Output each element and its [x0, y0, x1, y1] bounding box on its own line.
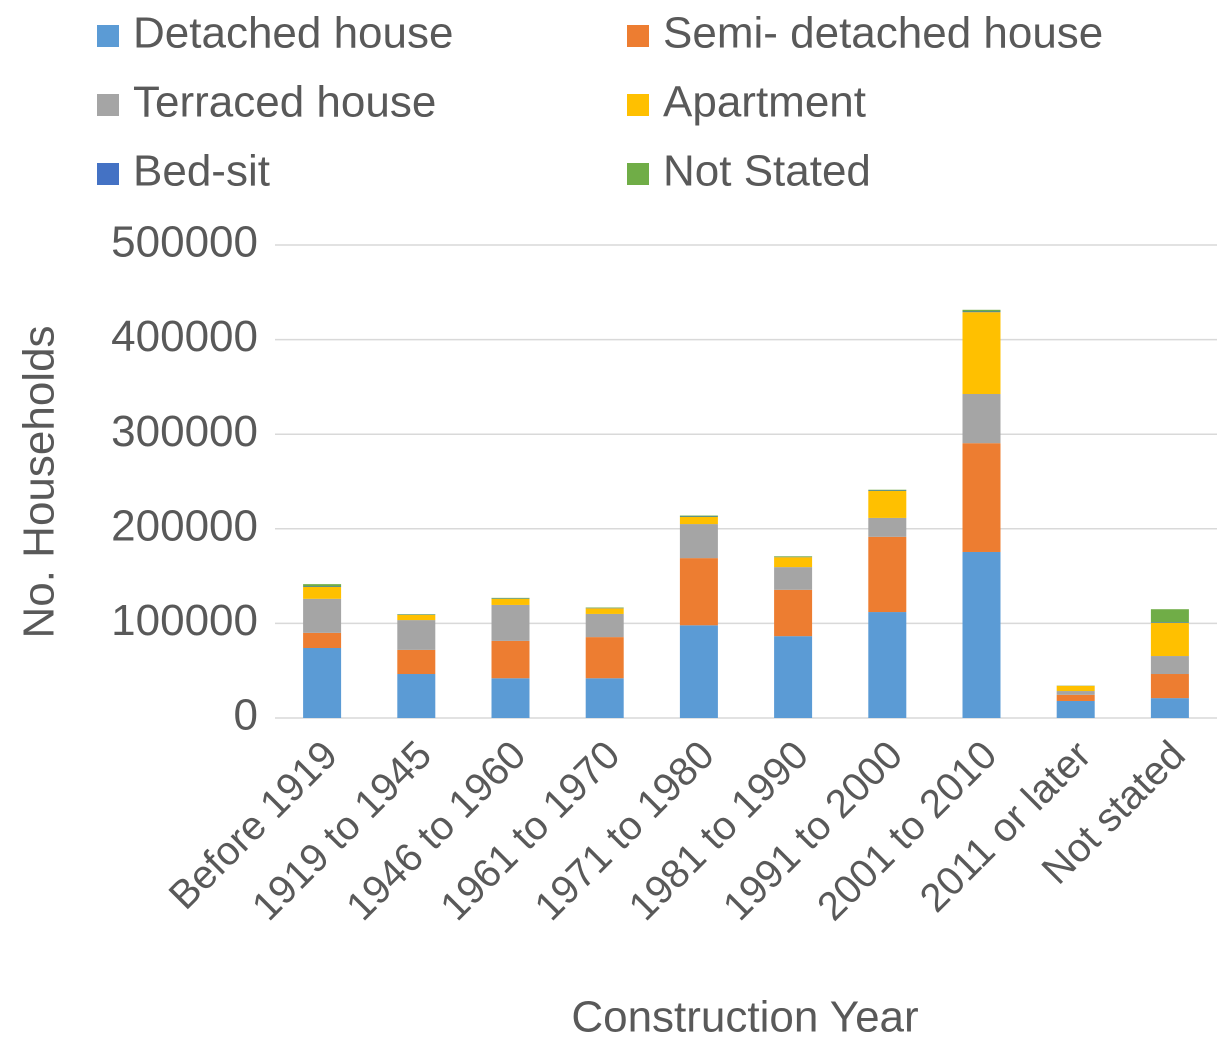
- legend-swatch: [97, 25, 119, 47]
- bar-segment: [1150, 698, 1189, 718]
- bar-segment: [774, 567, 813, 590]
- bar-segment: [585, 608, 624, 614]
- bar-segment: [962, 309, 1001, 312]
- bar-segment: [1056, 691, 1095, 695]
- bar-segment: [962, 393, 1001, 444]
- bar-segment: [774, 589, 813, 637]
- legend-label: Not Stated: [663, 147, 871, 196]
- legend-label: Terraced house: [133, 78, 436, 127]
- y-tick-label: 0: [234, 691, 258, 740]
- bar-segment: [1056, 694, 1095, 701]
- bar-segment: [1150, 609, 1189, 623]
- bar-segment: [491, 678, 530, 718]
- bar-segment: [868, 536, 907, 613]
- bar-segment: [1150, 622, 1189, 657]
- bar-segment: [491, 598, 530, 605]
- x-axis-title: Construction Year: [571, 993, 918, 1042]
- legend-swatch: [97, 94, 119, 116]
- bar-segment: [1150, 674, 1189, 699]
- bar-segment: [1056, 700, 1095, 718]
- legend-label: Detached house: [133, 9, 453, 58]
- legend-label: Apartment: [663, 78, 866, 127]
- y-tick-label: 400000: [111, 312, 258, 361]
- bar-segment: [303, 584, 342, 587]
- bar-segment: [774, 636, 813, 718]
- legend-swatch: [627, 163, 649, 185]
- bar-segment: [491, 640, 530, 679]
- legend-label: Bed-sit: [133, 147, 270, 196]
- bar-segment: [868, 489, 907, 491]
- bar-segment: [303, 586, 342, 599]
- legend-swatch: [97, 163, 119, 185]
- bar-segment: [962, 551, 1001, 718]
- bar-segment: [774, 557, 813, 568]
- bar-segment: [585, 678, 624, 718]
- bar-segment: [397, 620, 436, 650]
- y-tick-label: 100000: [111, 596, 258, 645]
- bar-segment: [397, 614, 436, 621]
- bar-segment: [303, 598, 342, 633]
- bar-segment: [679, 625, 718, 718]
- bar-segment: [962, 443, 1001, 552]
- bar-segment: [868, 490, 907, 518]
- bar-segment: [491, 597, 530, 599]
- bar-segment: [585, 613, 624, 638]
- legend-swatch: [627, 25, 649, 47]
- bar-segment: [679, 516, 718, 525]
- y-tick-label: 300000: [111, 407, 258, 456]
- bar-segment: [1150, 656, 1189, 675]
- y-axis-title: No. Households: [15, 325, 64, 638]
- bar-segment: [962, 311, 1001, 313]
- bar-segment: [774, 556, 813, 557]
- bar-segment: [679, 515, 718, 517]
- bar-segment: [962, 312, 1001, 394]
- bar-segment: [491, 604, 530, 641]
- bar-segment: [1056, 685, 1095, 692]
- bar-segment: [303, 647, 342, 718]
- bar-segment: [303, 632, 342, 648]
- bar-segment: [679, 524, 718, 559]
- y-tick-label: 500000: [111, 218, 258, 267]
- legend-label: Semi- detached house: [663, 9, 1103, 58]
- bar-segment: [397, 649, 436, 675]
- bar-segment: [868, 517, 907, 537]
- legend-swatch: [627, 94, 649, 116]
- y-tick-label: 200000: [111, 501, 258, 550]
- bar-segment: [397, 674, 436, 718]
- bar-segment: [585, 637, 624, 679]
- bar-segment: [679, 558, 718, 626]
- bar-segment: [868, 612, 907, 718]
